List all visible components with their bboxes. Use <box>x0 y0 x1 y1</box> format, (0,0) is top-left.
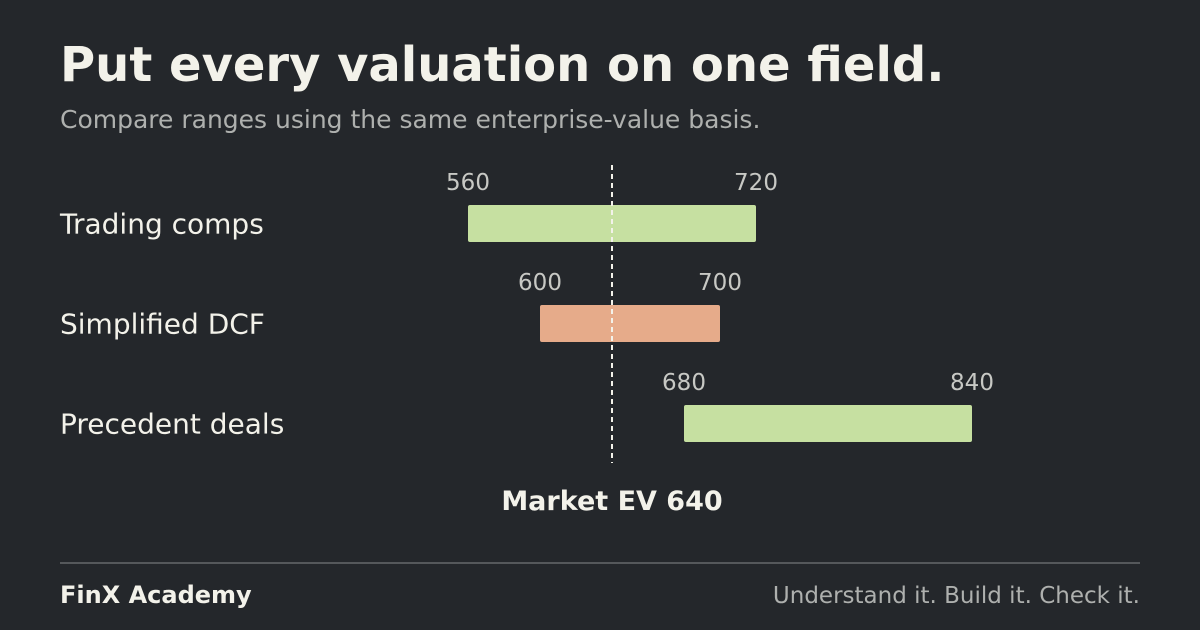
category-label: Trading comps <box>59 208 264 241</box>
low-value-label: 680 <box>662 370 706 396</box>
market-ev-label: Market EV 640 <box>501 486 722 517</box>
category-label: Simplified DCF <box>60 308 265 341</box>
brand-tagline: Understand it. Build it. Check it. <box>772 583 1140 609</box>
high-value-label: 840 <box>950 370 994 396</box>
chart-title: Put every valuation on one field. <box>60 37 945 93</box>
category-label: Precedent deals <box>60 408 284 441</box>
range-bar <box>684 405 972 442</box>
high-value-label: 720 <box>734 170 778 196</box>
low-value-label: 560 <box>446 170 490 196</box>
range-bar <box>540 305 720 342</box>
chart-subtitle: Compare ranges using the same enterprise… <box>60 105 761 134</box>
high-value-label: 700 <box>698 270 742 296</box>
footer-divider <box>60 562 1140 564</box>
low-value-label: 600 <box>518 270 562 296</box>
brand-name: FinX Academy <box>60 581 252 609</box>
